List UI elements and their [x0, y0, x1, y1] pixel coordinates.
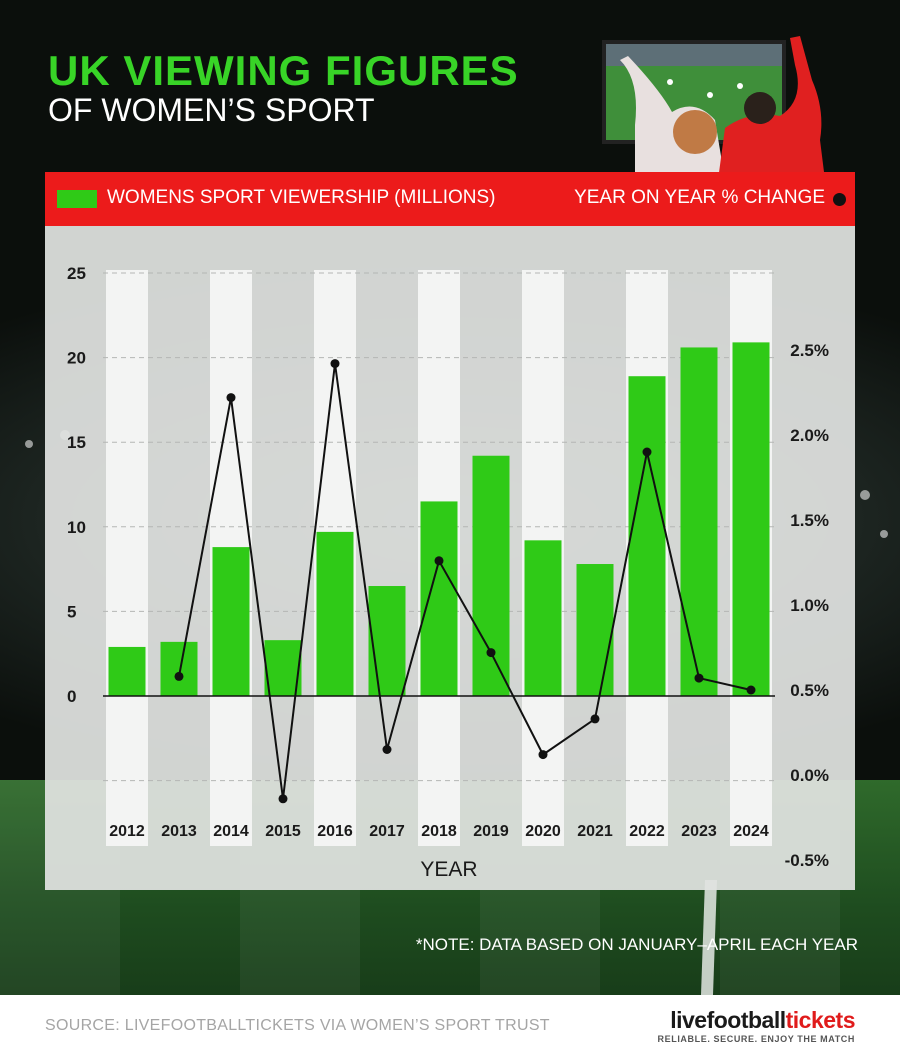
combo-chart: 25201510502.5%2.0%1.5%1.0%0.5%0.0%-0.5%2…: [67, 264, 829, 881]
yoy-change-point: [590, 714, 600, 724]
left-axis-tick-label: 5: [67, 602, 76, 621]
x-tick-label: 2024: [733, 823, 769, 840]
bar: [212, 547, 250, 696]
yoy-change-line: [178, 363, 752, 799]
right-axis-tick-label: 0.5%: [790, 681, 829, 700]
yoy-change-point: [382, 745, 392, 754]
data-note: *NOTE: DATA BASED ON JANUARY–APRIL EACH …: [415, 935, 858, 954]
brand-name: livefootballtickets: [658, 1009, 855, 1032]
yoy-change-point: [538, 750, 548, 760]
x-tick-label: 2020: [525, 823, 561, 840]
legend-bar-swatch: [57, 190, 97, 208]
yoy-change-point: [434, 556, 444, 566]
brand-name-part: football: [706, 1007, 787, 1033]
right-axis-tick-label: 2.5%: [790, 341, 829, 360]
x-tick-label: 2013: [161, 823, 197, 840]
bar: [316, 531, 354, 696]
yoy-change-point: [278, 794, 288, 804]
left-axis-tick-label: 25: [67, 264, 86, 283]
bar: [576, 564, 614, 696]
x-axis-title: YEAR: [420, 858, 477, 881]
fan-left-hair: [673, 110, 717, 154]
bar: [108, 646, 146, 696]
footer: SOURCE: LIVEFOOTBALLTICKETS VIA WOMEN’S …: [0, 995, 900, 1060]
x-tick-label: 2019: [473, 823, 509, 840]
x-tick-label: 2017: [369, 823, 405, 840]
bar: [160, 641, 198, 696]
yoy-change-point: [746, 685, 756, 695]
left-axis-tick-label: 10: [67, 518, 86, 537]
right-axis-tick-label: 2.0%: [790, 426, 829, 445]
x-tick-label: 2014: [213, 823, 249, 840]
brand-tagline: RELIABLE. SECURE. ENJOY THE MATCH: [657, 1034, 855, 1044]
x-tick-label: 2015: [265, 823, 301, 840]
yoy-change-point: [486, 648, 496, 658]
bar: [420, 501, 458, 696]
chart-panel: 25 20 15 10 5 0 2.5% 2.0% 1.5% 1.0% 0.5% 0.0% -0.5% 2…: [45, 226, 855, 890]
right-axis-tick-label: -0.5%: [785, 851, 829, 870]
yoy-change-point: [174, 671, 184, 681]
bar: [732, 342, 770, 696]
brand-name-part: live: [670, 1007, 707, 1033]
right-axis-tick-label: 0.0%: [790, 766, 829, 785]
bar: [524, 540, 562, 696]
column-band: [106, 270, 148, 846]
x-tick-label: 2022: [629, 823, 665, 840]
legend-line-marker: [833, 193, 846, 206]
x-tick-label: 2023: [681, 823, 717, 840]
brand-name-part: tickets: [785, 1007, 856, 1033]
yoy-change-point: [330, 359, 340, 369]
floodlight-glow: [880, 530, 888, 538]
bar: [472, 455, 510, 696]
brand-logo: livefootballtickets RELIABLE. SECURE. EN…: [657, 1009, 856, 1045]
left-axis-tick-label: 0: [67, 687, 76, 706]
bar: [264, 640, 302, 696]
right-axis-tick-label: 1.0%: [790, 596, 829, 615]
right-axis-tick-label: 1.5%: [790, 511, 829, 530]
x-tick-label: 2016: [317, 823, 353, 840]
yoy-change-point: [226, 393, 236, 403]
left-axis-tick-label: 15: [67, 433, 86, 452]
x-tick-label: 2012: [109, 823, 145, 840]
left-axis-tick-label: 20: [67, 349, 86, 368]
fans-watching-tv-image: [602, 36, 825, 180]
floodlight-glow: [25, 440, 33, 448]
fan-right-shirt: [718, 36, 825, 180]
floodlight-glow: [860, 490, 870, 500]
yoy-change-point: [694, 673, 704, 683]
chart-subtitle: OF WOMEN’S SPORT: [48, 92, 375, 128]
x-tick-label: 2021: [577, 823, 613, 840]
bar: [680, 347, 718, 696]
source-text: SOURCE: LIVEFOOTBALLTICKETS VIA WOMEN’S …: [45, 1017, 550, 1034]
yoy-change-point: [642, 447, 652, 457]
legend-bar: WOMENS SPORT VIEWERSHIP (MILLIONS) YEAR …: [45, 172, 855, 226]
x-tick-label: 2018: [421, 823, 457, 840]
legend-line-label: YEAR ON YEAR % CHANGE: [574, 187, 825, 208]
bar: [628, 376, 666, 696]
bar: [368, 586, 406, 696]
legend-bars-label: WOMENS SPORT VIEWERSHIP (MILLIONS): [107, 187, 496, 208]
fan-right-head: [744, 92, 776, 124]
chart-title: UK VIEWING FIGURES: [48, 47, 519, 94]
